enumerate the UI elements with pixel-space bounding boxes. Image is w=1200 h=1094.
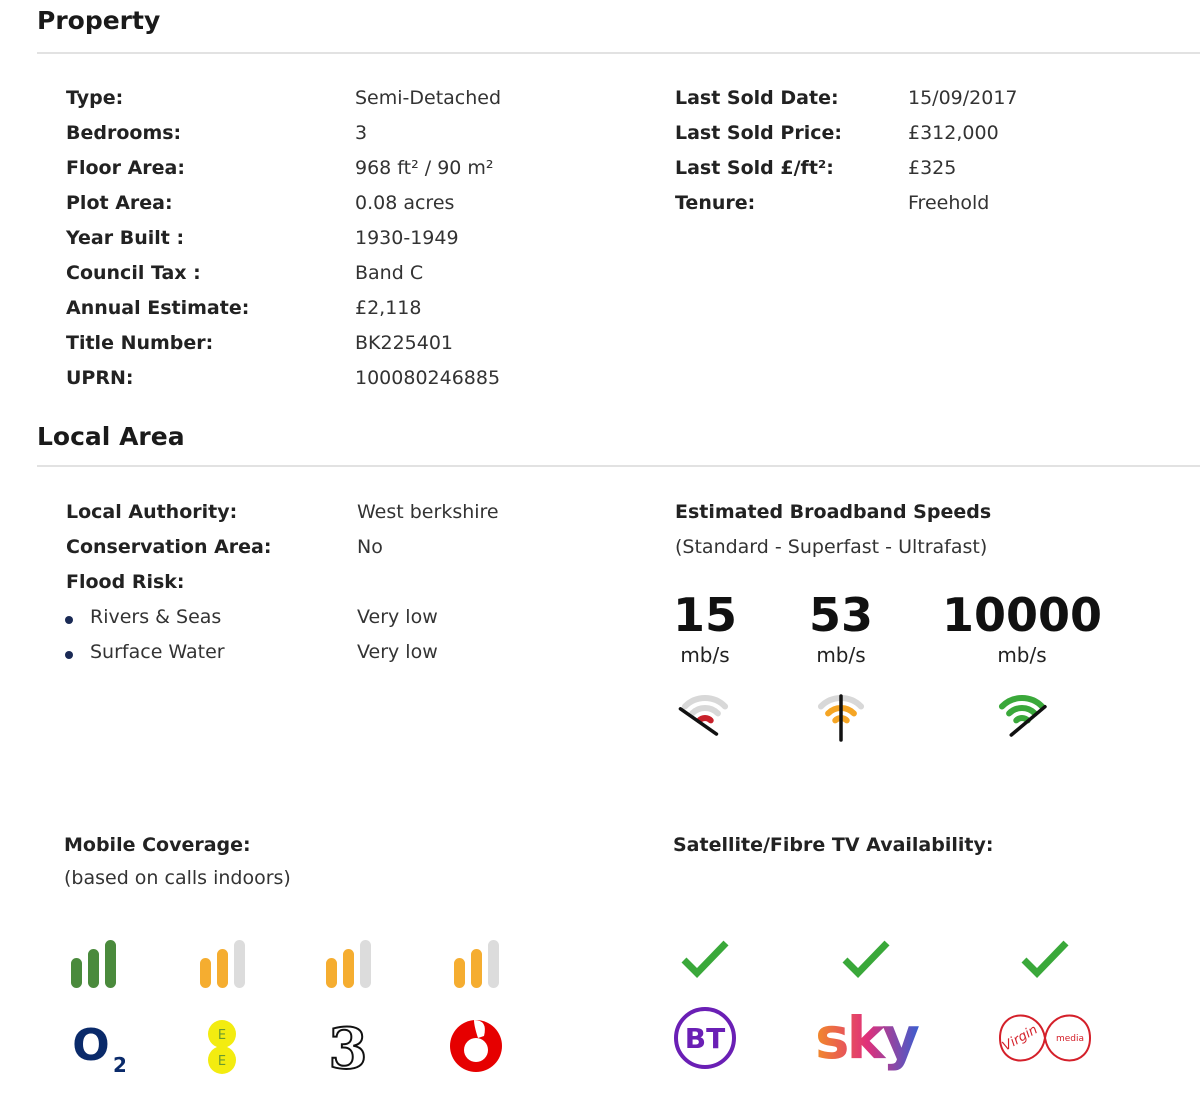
mobile-subtitle: (based on calls indoors) — [64, 867, 291, 889]
field-label: Conservation Area: — [66, 536, 272, 558]
field-value: 3 — [355, 122, 368, 144]
field-label: Council Tax : — [66, 262, 201, 284]
field-label: Local Authority: — [66, 501, 238, 523]
speed-value: 53 — [808, 588, 874, 642]
speed-gauge-icon — [809, 690, 873, 746]
signal-bars-icon — [322, 938, 374, 990]
divider — [37, 52, 1200, 54]
field-value: 15/09/2017 — [908, 87, 1018, 109]
speed-value: 15 — [672, 588, 738, 642]
svg-text:2: 2 — [113, 1053, 125, 1077]
flood-value: Very low — [357, 606, 438, 628]
field-value: Band C — [355, 262, 424, 284]
check-icon — [679, 938, 731, 980]
field-label: Year Built : — [66, 227, 185, 249]
field-label: Last Sold £/ft²: — [675, 157, 834, 179]
speed-gauge-icon — [673, 690, 737, 746]
flood-label: Surface Water — [90, 641, 225, 663]
svg-text:Virgin: Virgin — [1000, 1022, 1040, 1054]
field-label: Flood Risk: — [66, 571, 185, 593]
field-value: £325 — [908, 157, 957, 179]
field-label: Plot Area: — [66, 192, 173, 214]
flood-label: Rivers & Seas — [90, 606, 222, 628]
field-label: Last Sold Price: — [675, 122, 842, 144]
sky-logo-icon: sky — [811, 1002, 922, 1074]
property-heading: Property — [37, 6, 161, 35]
svg-text:BT: BT — [685, 1022, 725, 1055]
signal-bars-icon — [196, 938, 248, 990]
bullet-icon — [65, 616, 73, 624]
field-value: 100080246885 — [355, 367, 501, 389]
divider — [37, 465, 1200, 467]
field-label: Tenure: — [675, 192, 756, 214]
bt-logo-icon: BT — [650, 1002, 760, 1074]
svg-text:media: media — [1056, 1034, 1084, 1044]
signal-bars-icon — [67, 938, 119, 990]
field-value: Freehold — [908, 192, 990, 214]
bullet-icon — [65, 651, 73, 659]
field-value: £2,118 — [355, 297, 422, 319]
speed-value: 10000 — [941, 588, 1103, 642]
three-logo-icon: 3 — [316, 1012, 380, 1083]
field-label: Type: — [66, 87, 124, 109]
flood-value: Very low — [357, 641, 438, 663]
speed-unit: mb/s — [680, 643, 730, 667]
field-value: BK225401 — [355, 332, 454, 354]
field-value: £312,000 — [908, 122, 999, 144]
svg-text:O: O — [72, 1020, 109, 1071]
field-label: UPRN: — [66, 367, 134, 389]
svg-text:sky: sky — [815, 1004, 919, 1072]
local-area-heading: Local Area — [37, 422, 185, 451]
mobile-title: Mobile Coverage: — [64, 834, 251, 856]
signal-bars-icon — [450, 938, 502, 990]
field-label: Floor Area: — [66, 157, 185, 179]
speed-unit: mb/s — [816, 643, 866, 667]
broadband-title: Estimated Broadband Speeds — [675, 501, 992, 523]
broadband-subtitle: (Standard - Superfast - Ultrafast) — [675, 536, 988, 558]
field-label: Bedrooms: — [66, 122, 182, 144]
field-label: Title Number: — [66, 332, 214, 354]
field-value: 968 ft² / 90 m² — [355, 157, 494, 179]
svg-text:3: 3 — [329, 1016, 368, 1078]
field-value: West berkshire — [357, 501, 499, 523]
field-value: No — [357, 536, 383, 558]
field-value: 0.08 acres — [355, 192, 455, 214]
svg-text:E: E — [218, 1054, 226, 1069]
virgin-media-logo-icon: Virgin media — [990, 1002, 1100, 1074]
tv-title: Satellite/Fibre TV Availability: — [673, 834, 994, 856]
check-icon — [1019, 938, 1071, 980]
field-label: Annual Estimate: — [66, 297, 250, 319]
check-icon — [840, 938, 892, 980]
field-value: Semi-Detached — [355, 87, 502, 109]
field-label: Last Sold Date: — [675, 87, 839, 109]
svg-text:E: E — [218, 1028, 226, 1043]
field-value: 1930-1949 — [355, 227, 459, 249]
speed-unit: mb/s — [997, 643, 1047, 667]
vodafone-logo-icon — [444, 1012, 508, 1078]
speed-gauge-icon — [990, 690, 1054, 746]
